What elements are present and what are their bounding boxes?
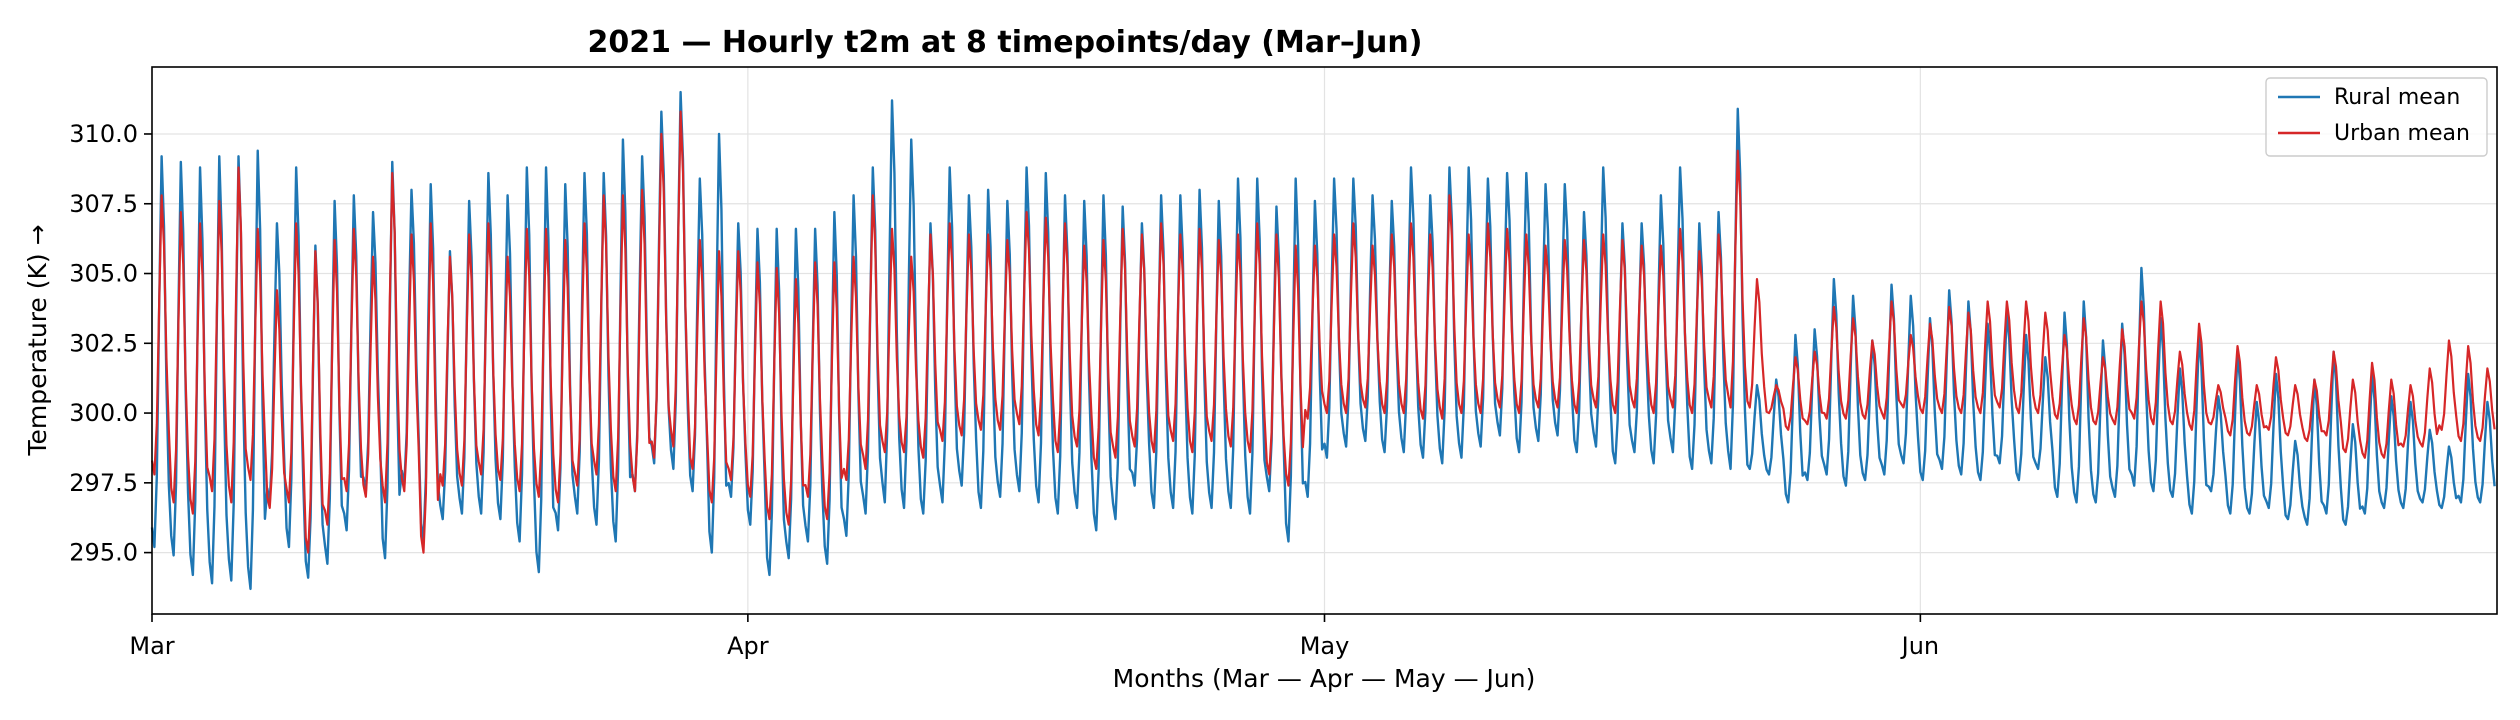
y-axis-label: Temperature (K) →: [23, 224, 52, 456]
x-axis: Mar Apr May Jun: [129, 614, 1939, 660]
series-line-urban: [150, 110, 2496, 554]
legend-label-urban: Urban mean: [2334, 121, 2470, 146]
y-axis: 295.0 297.5 300.0 302.5 305.0 307.5 310.0: [69, 120, 152, 567]
x-axis-label: Months (Mar — Apr — May — Jun): [1113, 664, 1536, 693]
x-tick-label: Mar: [129, 632, 174, 660]
x-tick-label: Apr: [727, 632, 769, 660]
series-line-rural: [150, 90, 2496, 591]
y-tick-label: 310.0: [69, 120, 138, 148]
y-tick-label: 307.5: [69, 190, 138, 218]
chart-title: 2021 — Hourly t2m at 8 timepoints/day (M…: [588, 25, 1423, 60]
y-tick-label: 295.0: [69, 539, 138, 567]
y-tick-label: 305.0: [69, 260, 138, 288]
y-tick-label: 302.5: [69, 329, 138, 357]
x-tick-label: May: [1300, 632, 1350, 660]
y-tick-label: 300.0: [69, 399, 138, 427]
legend-box: [2265, 77, 2488, 157]
series-layer: [150, 90, 2496, 591]
x-tick-label: Jun: [1900, 632, 1940, 660]
legend: Rural mean Urban mean: [2265, 77, 2488, 157]
legend-label-rural: Rural mean: [2334, 85, 2460, 110]
y-tick-label: 297.5: [69, 469, 138, 497]
